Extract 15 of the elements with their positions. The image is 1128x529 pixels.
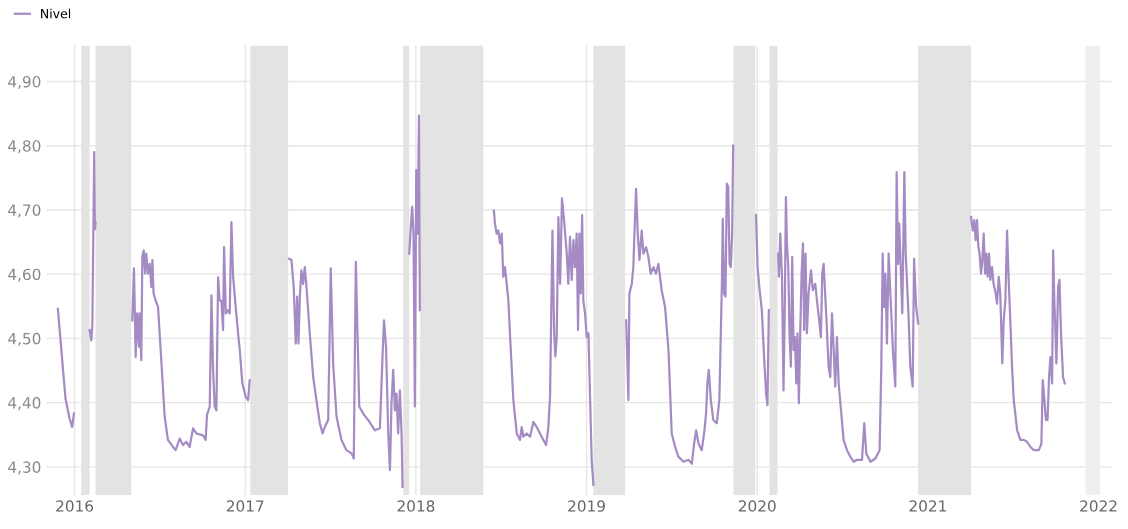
x-tick-label: 2018 (397, 500, 435, 512)
y-tick-label: 4,80 (8, 140, 41, 154)
y-tick-label: 4,90 (8, 75, 41, 90)
x-tick-label: 2019 (568, 500, 605, 512)
y-tick-label: 4,70 (8, 204, 41, 218)
y-tick-label: 4,60 (8, 268, 41, 282)
x-tick-label: 2021 (909, 500, 946, 512)
x-tick-label: 2022 (1080, 500, 1117, 512)
y-tick-label: 4,50 (8, 332, 41, 346)
y-tick-label: 4,30 (8, 461, 41, 475)
legend-label: Nivel (41, 8, 71, 19)
x-tick-label: 2020 (738, 500, 776, 512)
y-tick-label: 4,40 (8, 397, 41, 411)
x-tick-label: 2017 (226, 500, 264, 512)
x-tick-label: 2016 (56, 500, 94, 512)
